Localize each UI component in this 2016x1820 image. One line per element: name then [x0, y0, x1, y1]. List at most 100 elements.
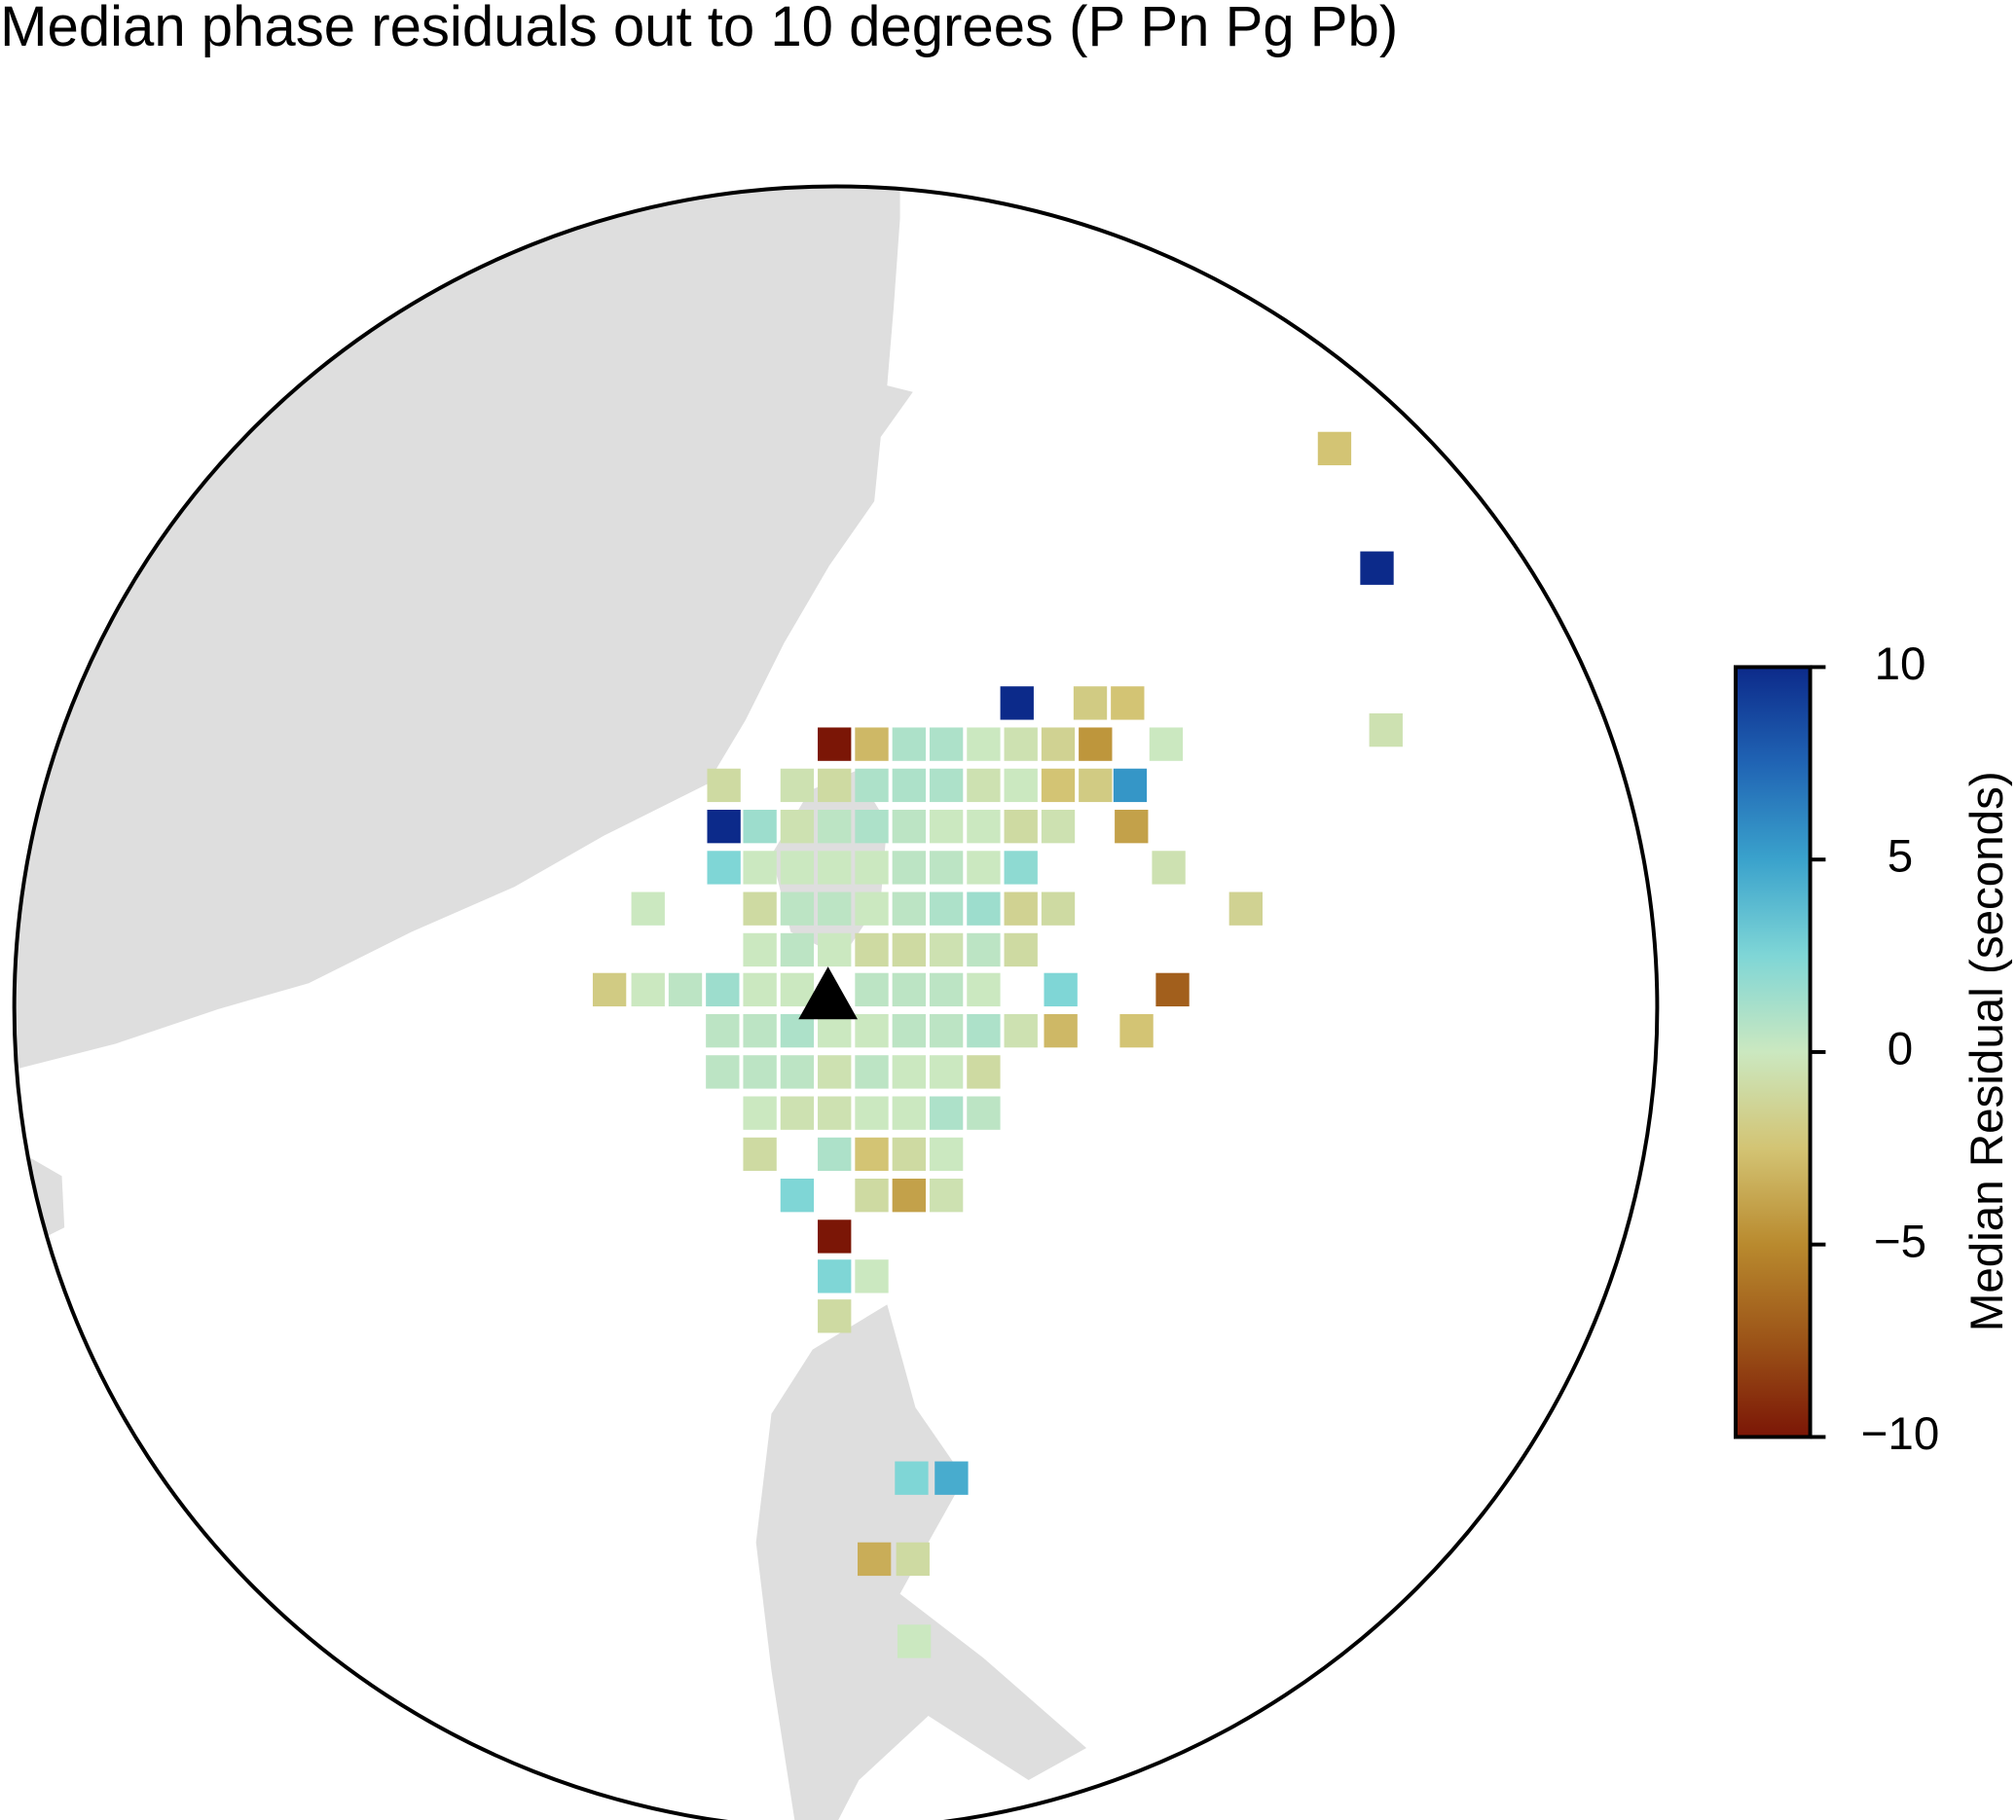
residual-cell [1000, 686, 1034, 720]
residual-cell [818, 1137, 852, 1172]
residual-cell [1004, 768, 1038, 803]
residual-cell [780, 1013, 815, 1048]
residual-cell [855, 932, 889, 967]
residual-cell [780, 972, 815, 1007]
residual-cell [892, 1179, 926, 1213]
residual-cell [743, 1055, 777, 1089]
residual-cell [631, 972, 665, 1007]
residual-cell [706, 1055, 740, 1089]
residual-cell [818, 1096, 852, 1130]
residual-cell [929, 809, 964, 844]
residual-cell [929, 1055, 964, 1089]
residual-cell [818, 932, 852, 967]
residual-cell [1004, 851, 1038, 885]
residual-cell [929, 1013, 964, 1048]
residual-cell [967, 1096, 1001, 1130]
island-luzon [755, 1304, 1087, 1820]
residual-cell [895, 1461, 929, 1495]
residual-cell [892, 1096, 926, 1130]
residual-cell [929, 1137, 964, 1172]
residual-cell [855, 1259, 889, 1293]
residual-cell [818, 1013, 852, 1048]
residual-cell [631, 892, 665, 926]
colorbar-tick-label: −10 [1861, 1408, 1940, 1460]
map-border [12, 184, 1660, 1820]
residual-cell [967, 1055, 1001, 1089]
residual-cell [592, 972, 627, 1007]
residual-cell [1360, 551, 1394, 585]
residual-cell [1004, 809, 1038, 844]
residual-cell [743, 809, 777, 844]
residual-cell [818, 1055, 852, 1089]
residual-cell [967, 809, 1001, 844]
residual-cell [1119, 1013, 1154, 1048]
residual-cell [743, 972, 777, 1007]
residual-cell [743, 1137, 777, 1172]
colorbar-tick-label: 0 [1888, 1023, 1913, 1074]
residual-cell [706, 1013, 740, 1048]
residual-cell [1041, 727, 1076, 761]
residual-cell [935, 1461, 969, 1495]
residual-cell [892, 768, 926, 803]
residual-cell [855, 1179, 889, 1213]
residual-cell [707, 851, 741, 885]
residual-cell [707, 809, 741, 844]
residual-cell [668, 972, 703, 1007]
residual-cell [780, 932, 815, 967]
residual-cell [892, 1137, 926, 1172]
residual-cell [1228, 892, 1263, 926]
station-marker [798, 966, 858, 1020]
residual-cell [929, 932, 964, 967]
residual-cell [929, 768, 964, 803]
residual-cell [967, 1013, 1001, 1048]
residual-cell [743, 1096, 777, 1130]
residual-cell [929, 892, 964, 926]
residual-cell [743, 932, 777, 967]
residual-cell [892, 1013, 926, 1048]
residual-cell [743, 1013, 777, 1048]
colorbar-label: Median Residual (seconds) [1961, 771, 2013, 1331]
colorbar-tick-label: 5 [1888, 831, 1913, 883]
residual-cell [818, 768, 852, 803]
residual-cell [743, 851, 777, 885]
residual-cell [1149, 727, 1184, 761]
residual-cell [780, 809, 815, 844]
residual-cell [818, 1259, 852, 1293]
residual-cell [929, 1096, 964, 1130]
residual-cell [1041, 809, 1076, 844]
residual-cell [929, 972, 964, 1007]
residual-cell [855, 892, 889, 926]
map-title: Median phase residuals out to 10 degrees… [0, 0, 1398, 58]
residual-cell [967, 892, 1001, 926]
residual-cell [1073, 686, 1108, 720]
residual-cell [1115, 809, 1149, 844]
residual-cell [818, 892, 852, 926]
cells [592, 431, 1403, 1658]
residual-cell [780, 1096, 815, 1130]
residual-cell [1317, 431, 1352, 466]
residual-cell [967, 932, 1001, 967]
residual-cell [892, 932, 926, 967]
residual-cell [1044, 1013, 1078, 1048]
residual-cell [780, 892, 815, 926]
residual-cell [855, 851, 889, 885]
residual-cell [967, 851, 1001, 885]
residual-cell [818, 851, 852, 885]
residual-cell [1044, 972, 1078, 1007]
residual-cell [1152, 851, 1186, 885]
residual-cell [855, 727, 889, 761]
colorbar-tick-label: 10 [1875, 638, 1926, 690]
residual-cell [1004, 932, 1038, 967]
residual-cell [707, 768, 741, 803]
residual-cell [780, 1055, 815, 1089]
residual-cell [967, 768, 1001, 803]
residual-cell [929, 727, 964, 761]
colorbar-tick-label: −5 [1874, 1216, 1926, 1267]
residual-cell [780, 1179, 815, 1213]
residual-cell [855, 768, 889, 803]
residual-cell [818, 727, 852, 761]
residual-cell [1041, 768, 1076, 803]
residual-cell [706, 972, 740, 1007]
